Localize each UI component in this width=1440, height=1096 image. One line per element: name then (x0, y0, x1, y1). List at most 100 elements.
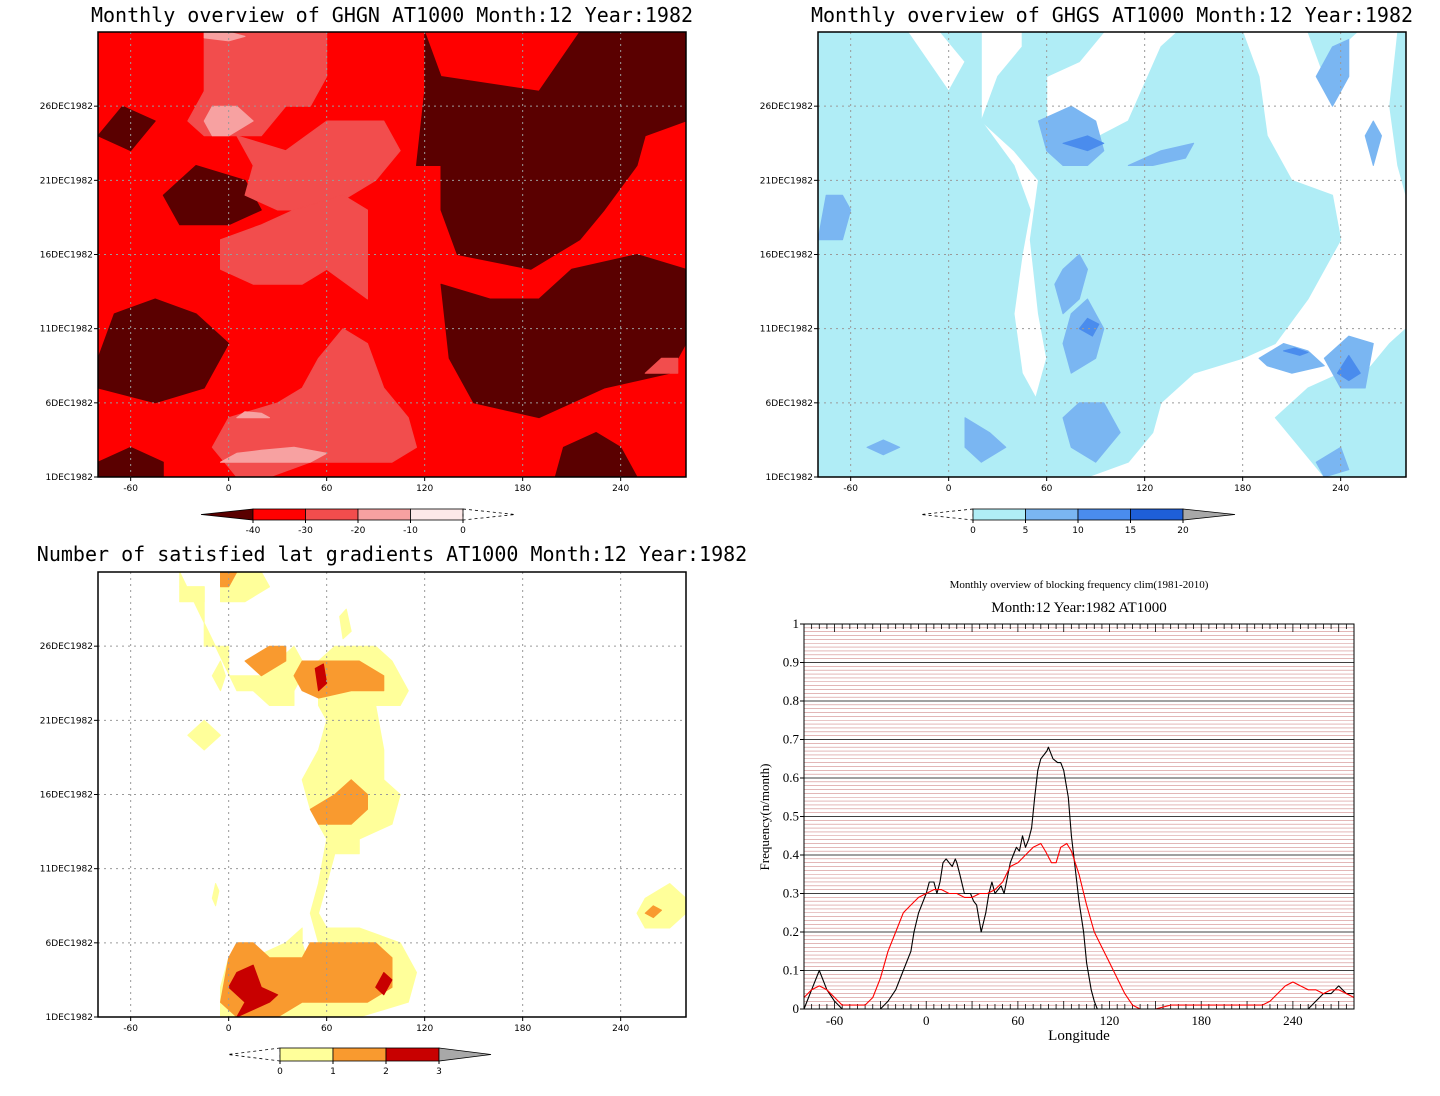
ghgs-region-20 (1078, 317, 1100, 337)
count-colorbar: 0 1 2 3 (227, 1047, 492, 1077)
ghgn-colorbar: -40 -30 -20 -10 0 (200, 508, 516, 536)
count-xtick-label-2: 60 (321, 1024, 333, 1034)
ghgs-region-22 (1336, 354, 1361, 382)
count-xtick-label-5: 240 (612, 1024, 629, 1034)
ghgs-colorbar-right-arrow (1182, 508, 1236, 521)
ghgs-region-8 (1054, 254, 1088, 315)
ghgn-xtick-label-5: 240 (612, 484, 629, 494)
ghgn-ytick-label-3: 16DEC1982 (40, 251, 93, 261)
ghgn-ytick-label-1: 6DEC1982 (45, 399, 93, 409)
ghgs-grid (818, 32, 1406, 477)
freq-ytick-label-6: 0.6 (783, 770, 800, 785)
count-colorbar-seg-1 (332, 1047, 387, 1062)
ghgs-xtick-label-2: 60 (1041, 484, 1053, 494)
ghgn-region-10 (220, 194, 368, 300)
ghgs-xtick-label-3: 120 (1136, 484, 1153, 494)
ghgn-region-2 (440, 254, 686, 419)
ghgn-y-ticks: 1DEC1982 6DEC1982 11DEC1982 16DEC1982 21DEC1… (40, 102, 98, 483)
ghgs-region-11 (964, 417, 1007, 463)
ghgn-colorbar-label-3: -10 (403, 526, 418, 536)
ghgs-xtick-label-1: 0 (946, 484, 952, 494)
ghgn-region-6 (98, 446, 164, 477)
ghgs-colorbar-label-4: 20 (1177, 526, 1189, 536)
count-region-12 (309, 779, 368, 825)
ghgn-region-12 (644, 357, 679, 374)
count-ytick-label-0: 1DEC1982 (45, 1013, 93, 1023)
ghgs-region-13 (1258, 343, 1325, 374)
count-ytick-label-4: 21DEC1982 (40, 716, 93, 726)
count-ytick-label-5: 26DEC1982 (40, 642, 93, 652)
ghgn-xtick-label-2: 60 (321, 484, 333, 494)
freq-ytick-label-8: 0.8 (783, 693, 799, 708)
freq-x-ticks: -60 0 60 120 180 240 (826, 1013, 1303, 1028)
ghgs-colorbar-seg-3 (1130, 508, 1184, 521)
count-colorbar-right-arrow (438, 1047, 492, 1062)
ghgn-region-16 (203, 32, 246, 42)
ghgn-region-15 (220, 446, 328, 463)
count-region-15 (314, 663, 328, 692)
freq-ytick-label-2: 0.2 (783, 924, 799, 939)
ghgs-ytick-label-5: 26DEC1982 (760, 102, 813, 112)
ghgs-region-17 (1315, 446, 1350, 477)
count-region-6 (339, 608, 352, 640)
ghgn-ytick-label-0: 1DEC1982 (45, 473, 93, 483)
ghgn-xtick-label-0: -60 (123, 484, 138, 494)
ghgn-region-7 (554, 432, 638, 477)
ghgn-colorbar-right-arrow (462, 508, 516, 521)
count-x-ticks: -60 0 60 120 180 240 (123, 1017, 630, 1034)
count-colorbar-label-0: 0 (277, 1067, 283, 1077)
ghgn-colorbar-seg-0 (252, 508, 306, 521)
ghgn-region-14 (236, 411, 270, 419)
count-region-3 (220, 645, 417, 1017)
ghgs-contour-fills (818, 32, 1406, 477)
ghgn-colorbar-label-2: -20 (351, 526, 366, 536)
ghgn-xtick-label-3: 120 (416, 484, 433, 494)
count-ytick-label-2: 11DEC1982 (40, 865, 93, 875)
count-contour-fills (179, 572, 686, 1017)
ghgs-region-16 (1364, 120, 1382, 166)
count-colorbar-seg-2 (385, 1047, 440, 1062)
count-region-8 (636, 883, 686, 929)
count-region-1 (179, 586, 205, 603)
count-region-7 (211, 883, 220, 907)
freq-ytick-label-9: 0.9 (783, 655, 799, 670)
freq-y-ticks: 0 0.1 0.2 0.3 0.4 0.5 0.6 0.7 0.8 0.9 1 (783, 616, 804, 1016)
ghgs-title: Monthly overview of GHGS AT1000 Month:12… (811, 3, 1413, 27)
freq-xtick-label-2: 60 (1011, 1013, 1024, 1028)
ghgn-colorbar-left-arrow (200, 508, 254, 521)
ghgn-x-ticks: -60 0 60 120 180 240 (123, 477, 630, 494)
ghgs-region-12 (866, 439, 901, 456)
count-region-16 (228, 964, 279, 1017)
ghgn-xtick-label-4: 180 (514, 484, 531, 494)
freq-xtick-label-3: 120 (1100, 1013, 1120, 1028)
count-region-4 (211, 660, 226, 692)
count-colorbar-label-1: 1 (330, 1067, 336, 1077)
count-colorbar-seg-0 (279, 1047, 334, 1062)
ghgs-region-19 (1062, 135, 1105, 152)
count-colorbar-left-arrow (227, 1047, 281, 1062)
ghgn-region-3 (98, 298, 230, 404)
ghgn-colorbar-label-0: -40 (246, 526, 261, 536)
ghgs-ytick-label-1: 6DEC1982 (765, 399, 813, 409)
ghgs-xtick-label-4: 180 (1234, 484, 1251, 494)
ghgs-panel: Monthly overview of GHGS AT1000 Month:12… (760, 3, 1413, 536)
freq-xtick-label-4: 180 (1191, 1013, 1211, 1028)
ghgn-colorbar-seg-1 (305, 508, 359, 521)
ghgs-colorbar-seg-0 (972, 508, 1026, 521)
ghgn-region-5 (98, 105, 156, 152)
freq-grid (803, 624, 1355, 1009)
ghgs-region-9 (1062, 298, 1105, 374)
freq-xtick-label-1: 0 (923, 1013, 930, 1028)
ghgs-region-10 (1062, 402, 1121, 463)
ghgs-colorbar: 0 5 10 15 20 (920, 508, 1236, 536)
count-region-10 (244, 645, 287, 677)
freq-ytick-label-5: 0.5 (783, 809, 799, 824)
ghgs-region-21 (1283, 347, 1309, 356)
freq-ytick-label-10: 1 (793, 616, 800, 631)
freq-subtitle: Month:12 Year:1982 AT1000 (991, 600, 1166, 616)
count-xtick-label-1: 0 (226, 1024, 232, 1034)
count-panel: Number of satisfied lat gradients AT1000… (37, 542, 747, 1077)
ghgn-xtick-label-1: 0 (226, 484, 232, 494)
ghgn-ytick-label-2: 11DEC1982 (40, 325, 93, 335)
